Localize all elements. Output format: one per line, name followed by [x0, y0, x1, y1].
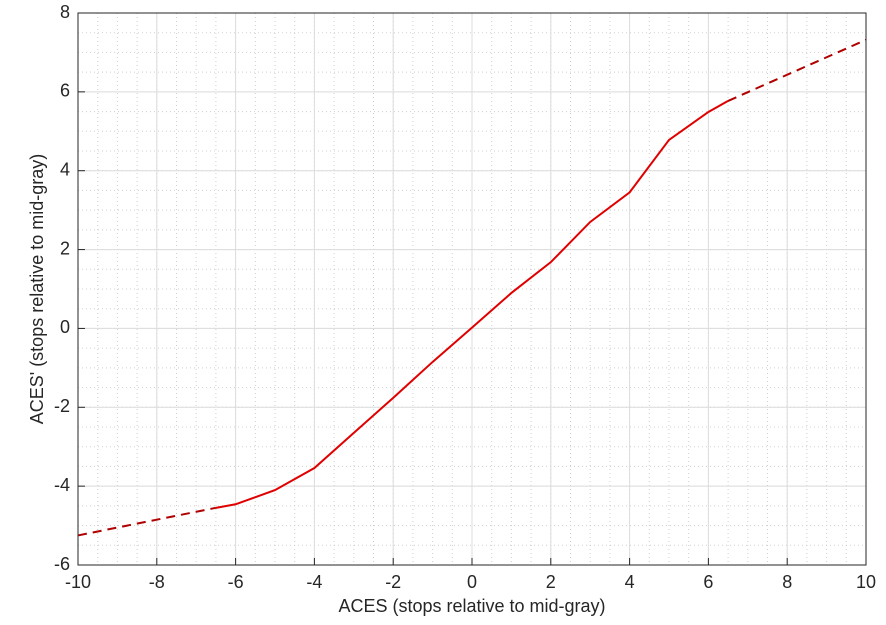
- x-tick-label: -6: [228, 572, 244, 592]
- y-tick-label: 4: [60, 159, 70, 179]
- y-tick-label: -6: [54, 554, 70, 574]
- x-tick-label: 8: [782, 572, 792, 592]
- x-tick-label: 6: [703, 572, 713, 592]
- y-tick-label: 8: [60, 2, 70, 22]
- y-tick-label: 6: [60, 81, 70, 101]
- y-tick-label: -4: [54, 475, 70, 495]
- y-axis-label: ACES' (stops relative to mid-gray): [27, 154, 47, 425]
- x-tick-label: 2: [546, 572, 556, 592]
- y-tick-label: 0: [60, 317, 70, 337]
- x-tick-label: -4: [306, 572, 322, 592]
- x-tick-label: 4: [625, 572, 635, 592]
- x-axis-label: ACES (stops relative to mid-gray): [338, 596, 605, 616]
- series-line: [727, 38, 867, 102]
- x-tick-label: 10: [856, 572, 876, 592]
- series-line: [77, 506, 217, 537]
- x-tick-label: -8: [149, 572, 165, 592]
- plot-area: [77, 38, 867, 537]
- x-tick-label: -2: [385, 572, 401, 592]
- y-tick-label: -2: [54, 396, 70, 416]
- x-tick-label: 0: [467, 572, 477, 592]
- y-tick-label: 2: [60, 238, 70, 258]
- series-line: [215, 100, 729, 509]
- x-tick-label: -10: [65, 572, 91, 592]
